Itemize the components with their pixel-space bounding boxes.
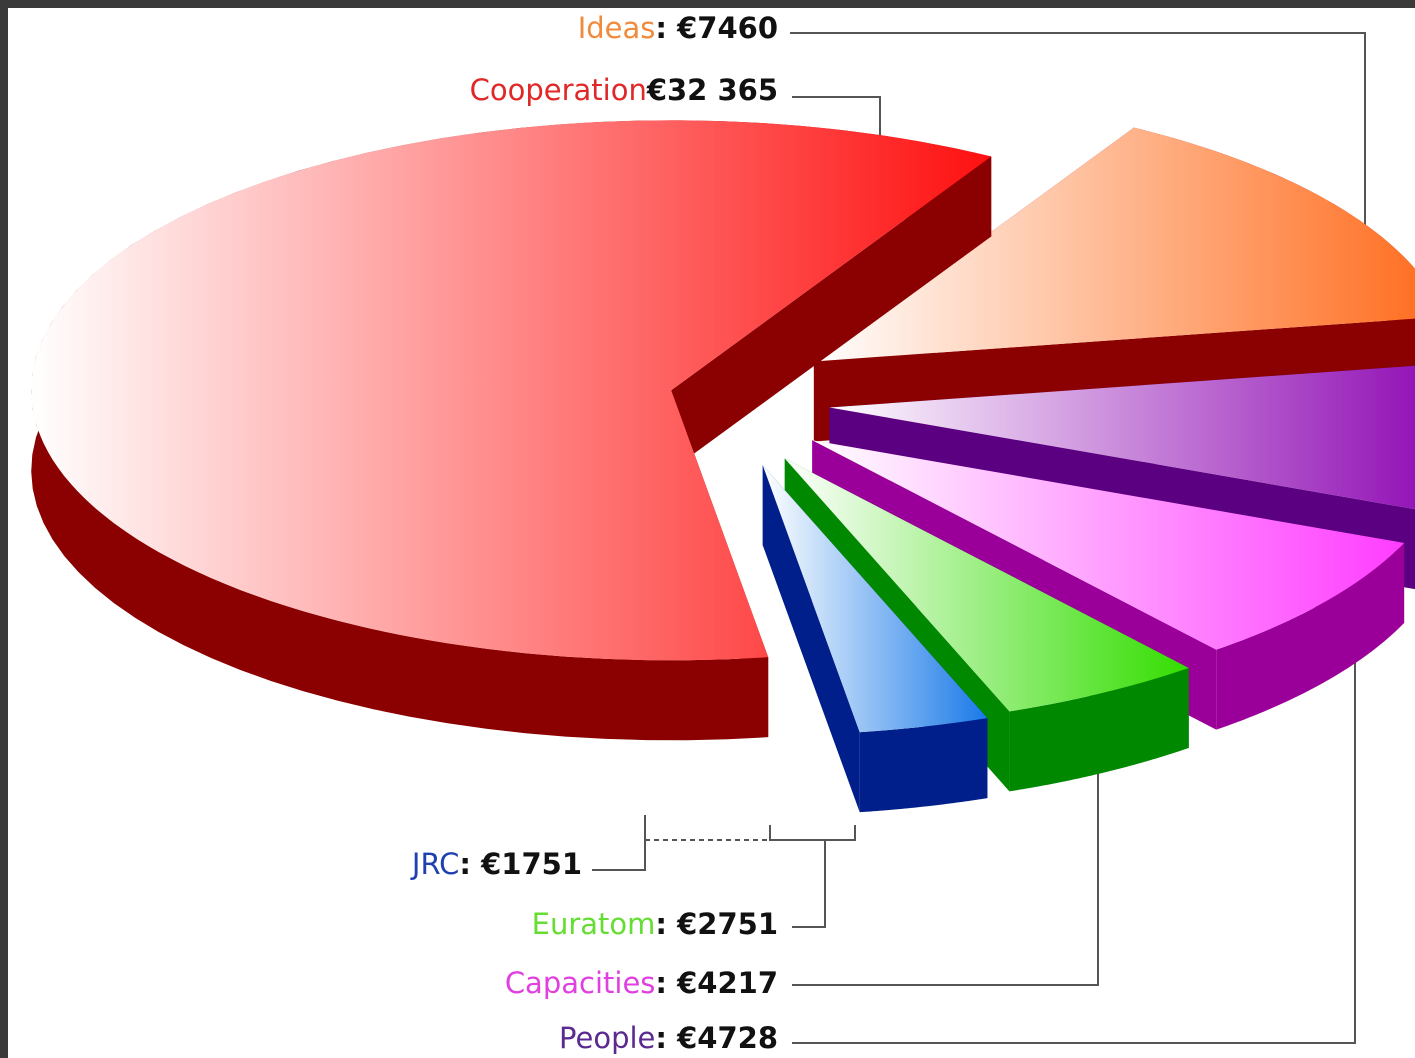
slice xyxy=(813,127,1415,362)
slice xyxy=(762,465,988,813)
label: People: €4728 xyxy=(559,1021,778,1055)
leader-lines xyxy=(592,32,1366,1044)
slice-side xyxy=(859,718,988,813)
slice xyxy=(31,120,992,741)
slice-side xyxy=(762,465,860,813)
label-name: Capacities xyxy=(505,966,656,1000)
label-name: JRC xyxy=(410,847,460,881)
label: Capacities: €4217 xyxy=(505,966,778,1000)
slice xyxy=(829,365,1415,510)
slice xyxy=(784,458,1189,712)
slice xyxy=(812,440,1405,650)
leader-line xyxy=(592,815,646,871)
leader-line xyxy=(792,590,1356,1044)
label-value: : €1751 xyxy=(459,847,582,881)
leader-line xyxy=(792,840,826,928)
slices xyxy=(31,120,1415,813)
label-name: Ideas xyxy=(578,11,656,45)
slice-side xyxy=(671,156,992,471)
label-value: : €4217 xyxy=(655,966,778,1000)
slice xyxy=(762,465,988,733)
leader-line xyxy=(769,825,856,841)
slice-side xyxy=(1216,542,1405,730)
label: JRC: €1751 xyxy=(410,847,582,881)
label-name: Euratom xyxy=(532,907,656,941)
label-value: : €2751 xyxy=(655,907,778,941)
leader-line xyxy=(790,32,1366,262)
leader-line xyxy=(792,96,881,150)
slice-side xyxy=(1009,667,1189,792)
label: Ideas: €7460 xyxy=(578,11,778,45)
labels: Ideas: €7460 People: €4728 Capacities: €42… xyxy=(410,11,778,1055)
label-name: People xyxy=(559,1021,655,1055)
label: Cooperation€32 365 xyxy=(470,73,778,107)
slice xyxy=(31,120,992,661)
label-value: : €7460 xyxy=(655,11,778,45)
leader-line xyxy=(792,760,1099,986)
label-value: €32 365 xyxy=(646,73,778,107)
label: Euratom: €2751 xyxy=(532,907,778,941)
label-value: : €4728 xyxy=(655,1021,778,1055)
label-name: Cooperation xyxy=(470,73,647,107)
